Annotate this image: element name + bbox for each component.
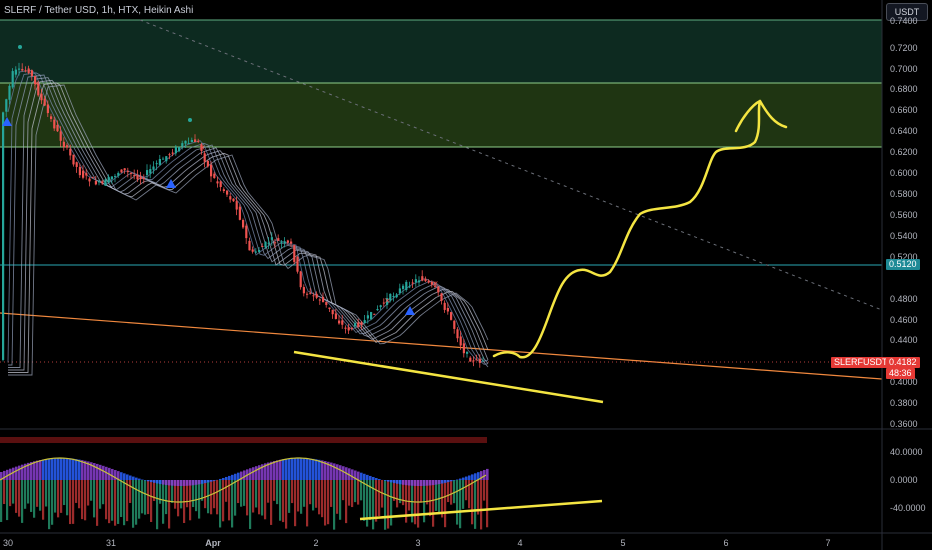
oscillator-tick-label: -40.0000 xyxy=(890,503,926,513)
line-price-tag: 0.5120 xyxy=(886,259,920,270)
sell-signal-x: × xyxy=(199,143,206,152)
signal-dot xyxy=(188,118,192,122)
price-tick-label: 0.6600 xyxy=(890,105,918,115)
price-tick-label: 0.6200 xyxy=(890,147,918,157)
time-tick-label: Apr xyxy=(205,538,221,548)
signal-dot xyxy=(18,45,22,49)
last-price-tag: 0.4182 xyxy=(886,357,920,368)
sell-signal-x: × xyxy=(384,296,391,305)
price-tick-label: 0.7000 xyxy=(890,64,918,74)
resistance-zone-upper xyxy=(0,20,882,83)
oscillator-pane xyxy=(0,437,489,530)
symbol-title[interactable]: SLERF / Tether USD, 1h, HTX, Heikin Ashi xyxy=(4,5,194,16)
yellow-support-line[interactable] xyxy=(293,350,604,404)
price-tick-label: 0.6400 xyxy=(890,126,918,136)
buy-signal-triangle xyxy=(166,179,176,188)
price-tick-label: 0.4000 xyxy=(890,377,918,387)
price-tick-label: 0.7400 xyxy=(890,16,918,26)
price-tick-label: 0.4800 xyxy=(890,294,918,304)
price-tick-label: 0.5600 xyxy=(890,210,918,220)
resistance-zone-lower xyxy=(0,83,882,147)
yellow-projection-path[interactable] xyxy=(492,99,788,359)
price-tick-label: 0.4400 xyxy=(890,335,918,345)
time-tick-label: 30 xyxy=(2,538,14,548)
price-tick-label: 0.5400 xyxy=(890,231,918,241)
price-tick-label: 0.5800 xyxy=(890,189,918,199)
buy-signal-triangle xyxy=(405,306,415,315)
oscillator-tick-label: 40.0000 xyxy=(890,447,923,457)
price-tick-label: 0.6000 xyxy=(890,168,918,178)
time-tick-label: 7 xyxy=(825,538,831,548)
price-tick-label: 0.3800 xyxy=(890,398,918,408)
buy-signal-triangle xyxy=(2,117,12,126)
price-tick-label: 0.7200 xyxy=(890,43,918,53)
price-tick-label: 0.3600 xyxy=(890,419,918,429)
time-tick-label: 3 xyxy=(415,538,421,548)
sell-signal-x: × xyxy=(33,79,40,88)
currency-button[interactable]: USDT xyxy=(886,3,928,21)
sell-signal-x: × xyxy=(432,279,439,288)
time-tick-label: 2 xyxy=(313,538,319,548)
time-tick-label: 31 xyxy=(105,538,117,548)
time-tick-label: 6 xyxy=(723,538,729,548)
price-tick-label: 0.6800 xyxy=(890,84,918,94)
price-tick-label: 0.5200 xyxy=(890,252,918,262)
bar-countdown: 48:36 xyxy=(886,368,915,379)
symbol-tag: SLERFUSDT xyxy=(831,357,891,368)
yellow-oscillator-line[interactable] xyxy=(359,499,603,521)
price-tick-label: 0.4600 xyxy=(890,315,918,325)
oscillator-tick-label: 0.0000 xyxy=(890,475,918,485)
moving-average-ribbon xyxy=(7,69,489,376)
time-tick-label: 4 xyxy=(517,538,523,548)
orange-trendline[interactable] xyxy=(0,312,883,380)
time-tick-label: 5 xyxy=(620,538,626,548)
candlesticks xyxy=(2,62,485,368)
